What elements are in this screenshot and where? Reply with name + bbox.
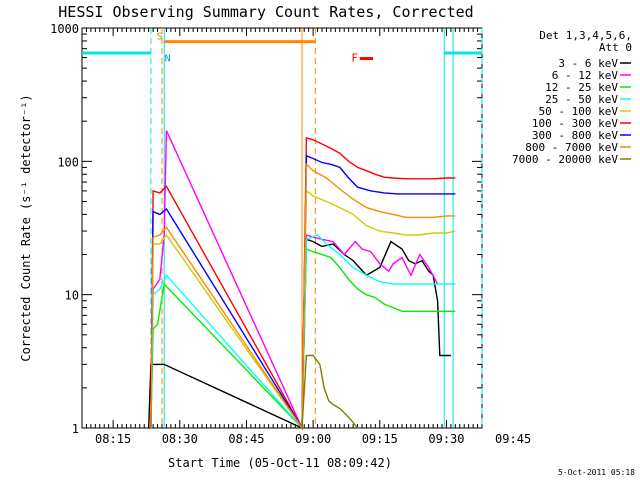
legend-entry: 300 - 800 keV bbox=[532, 129, 618, 142]
x-tick-label: 08:15 bbox=[95, 432, 131, 446]
legend-entry: 6 - 12 keV bbox=[552, 69, 619, 82]
y-tick-label: 1 bbox=[72, 422, 79, 436]
series-line-7 bbox=[150, 162, 456, 431]
x-tick-label: 08:45 bbox=[228, 432, 264, 446]
legend-entry: 50 - 100 keV bbox=[539, 105, 619, 118]
series-line-5 bbox=[150, 136, 456, 431]
plot-frame bbox=[81, 27, 483, 429]
saa-label: S bbox=[157, 31, 163, 42]
series-line-4 bbox=[150, 189, 456, 431]
y-tick-label: 1000 bbox=[50, 22, 79, 36]
y-tick-label: 100 bbox=[57, 155, 79, 169]
legend-entry: 25 - 50 keV bbox=[545, 93, 618, 106]
night-label: N bbox=[165, 54, 171, 65]
series-line-3 bbox=[150, 234, 456, 430]
y-tick-label: 10 bbox=[65, 289, 79, 303]
legend-title-line: Det 1,3,4,5,6, bbox=[539, 29, 632, 42]
x-tick-label: 09:30 bbox=[428, 432, 464, 446]
footer-timestamp: 5-Oct-2011 05:18 bbox=[558, 468, 635, 477]
x-tick-label: 08:30 bbox=[162, 432, 198, 446]
annotations: S N F bbox=[82, 28, 483, 428]
legend-entry: 800 - 7000 keV bbox=[525, 141, 618, 154]
legend-entry: 3 - 6 keV bbox=[558, 57, 618, 70]
legend-entry: 100 - 300 keV bbox=[532, 117, 618, 130]
series-line-1 bbox=[150, 130, 439, 429]
chart-title: HESSI Observing Summary Count Rates, Cor… bbox=[58, 3, 473, 21]
x-axis-label: Start Time (05-Oct-11 08:09:42) bbox=[168, 456, 392, 470]
flare-label: F bbox=[351, 52, 358, 65]
series-lines bbox=[148, 130, 456, 431]
legend-entry: 12 - 25 keV bbox=[545, 81, 618, 94]
x-tick-label: 09:45 bbox=[495, 432, 531, 446]
series-line-8 bbox=[301, 354, 359, 429]
legend-entry: 7000 - 20000 keV bbox=[512, 153, 618, 166]
x-tick-label: 09:00 bbox=[295, 432, 331, 446]
series-line-6 bbox=[150, 154, 456, 431]
y-axis-label: Corrected Count Rate (s⁻¹ detector⁻¹) bbox=[19, 94, 33, 361]
x-tick-label: 09:15 bbox=[362, 432, 398, 446]
axis-ticks: 08:15 08:30 08:45 09:00 09:15 09:30 09:45 1 10 10… bbox=[50, 22, 531, 446]
legend-title-line: Att 0 bbox=[599, 41, 632, 54]
series-line-2 bbox=[150, 247, 456, 430]
